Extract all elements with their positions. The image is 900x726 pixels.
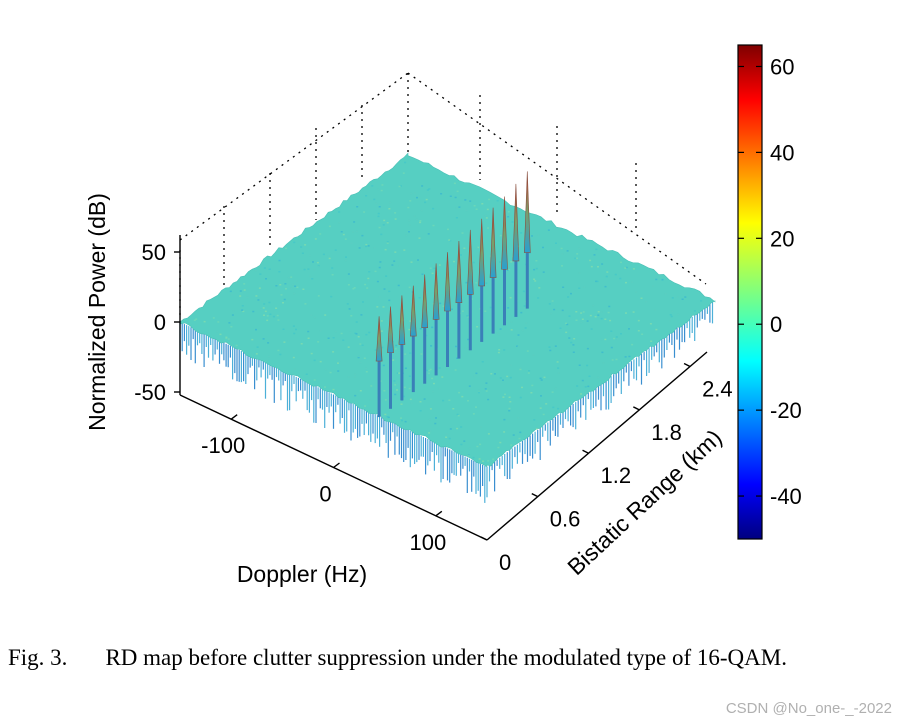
ridge-spike: [489, 207, 497, 278]
ridge-spike: [512, 183, 520, 262]
colorbar: [737, 44, 763, 540]
clutter-ridge: [375, 171, 531, 418]
ridge-spike: [501, 196, 508, 270]
ridge-spike: [523, 171, 531, 253]
range-tick-label: 0: [499, 550, 511, 575]
doppler-tick-mark: [230, 414, 238, 420]
figure-caption: Fig. 3. RD map before clutter suppression…: [8, 643, 886, 673]
colorbar-tick-label: 40: [770, 140, 794, 165]
range-tick-label: 2.4: [702, 376, 733, 401]
colorbar-tick-label: 60: [770, 54, 794, 79]
colorbar-tick-label: -20: [770, 398, 802, 423]
range-axis: [486, 351, 708, 541]
range-tick-mark: [582, 449, 589, 454]
range-tick-mark: [683, 362, 691, 368]
colorbar-tick-label: 0: [770, 312, 782, 337]
range-tick-mark: [480, 536, 488, 541]
range-axis-ticks: 0 0.6 1.2 1.8 2.4: [480, 362, 733, 575]
ridge-spike: [409, 285, 417, 337]
range-axis-label: Bistatic Range (km): [562, 424, 726, 580]
doppler-tick-label: 100: [409, 530, 446, 555]
caption-label: Fig. 3.: [8, 645, 68, 670]
z-tick-label: 50: [142, 240, 166, 265]
noise-fringe: [179, 301, 714, 503]
doppler-tick-label: 0: [319, 482, 331, 507]
range-tick-label: 1.2: [601, 463, 632, 488]
ridge-spike: [387, 306, 394, 354]
range-tick-mark: [632, 406, 640, 411]
ridge-spike: [466, 229, 474, 295]
colorbar-tick-label: -40: [770, 484, 802, 509]
ridge-spike: [421, 274, 429, 328]
doppler-tick-label: -100: [201, 433, 245, 458]
rd-map-figure: 50 0 -50 -100 0 100 0 0.6 1.2 1.8 2.4 Normalized…: [84, 44, 802, 587]
doppler-tick-mark: [435, 510, 443, 517]
range-tick-mark: [531, 492, 539, 498]
z-tick-label: -50: [134, 380, 166, 405]
ridge-spike: [375, 316, 383, 362]
range-tick-label: 0.6: [550, 507, 581, 532]
z-axis-label: Normalized Power (dB): [84, 193, 110, 431]
ridge-spike: [455, 241, 463, 303]
ridge-spike: [478, 218, 486, 287]
doppler-axis-label: Doppler (Hz): [237, 561, 367, 587]
ridge-spike: [444, 252, 451, 312]
colorbar-ticks: 60 40 20 0 -20 -40: [738, 54, 802, 509]
ridge-spike: [432, 263, 440, 320]
ridge-spike: [398, 295, 406, 345]
watermark: CSDN @No_one-_-2022: [725, 700, 892, 717]
colorbar-tick-label: 20: [770, 226, 794, 251]
z-tick-label: 0: [154, 310, 166, 335]
range-tick-label: 1.8: [651, 420, 682, 445]
doppler-axis-ticks: -100 0 100: [201, 414, 446, 555]
z-axis-ticks: 50 0 -50: [134, 240, 180, 405]
caption-text: RD map before clutter suppression under …: [105, 645, 787, 670]
doppler-tick-mark: [333, 462, 340, 469]
